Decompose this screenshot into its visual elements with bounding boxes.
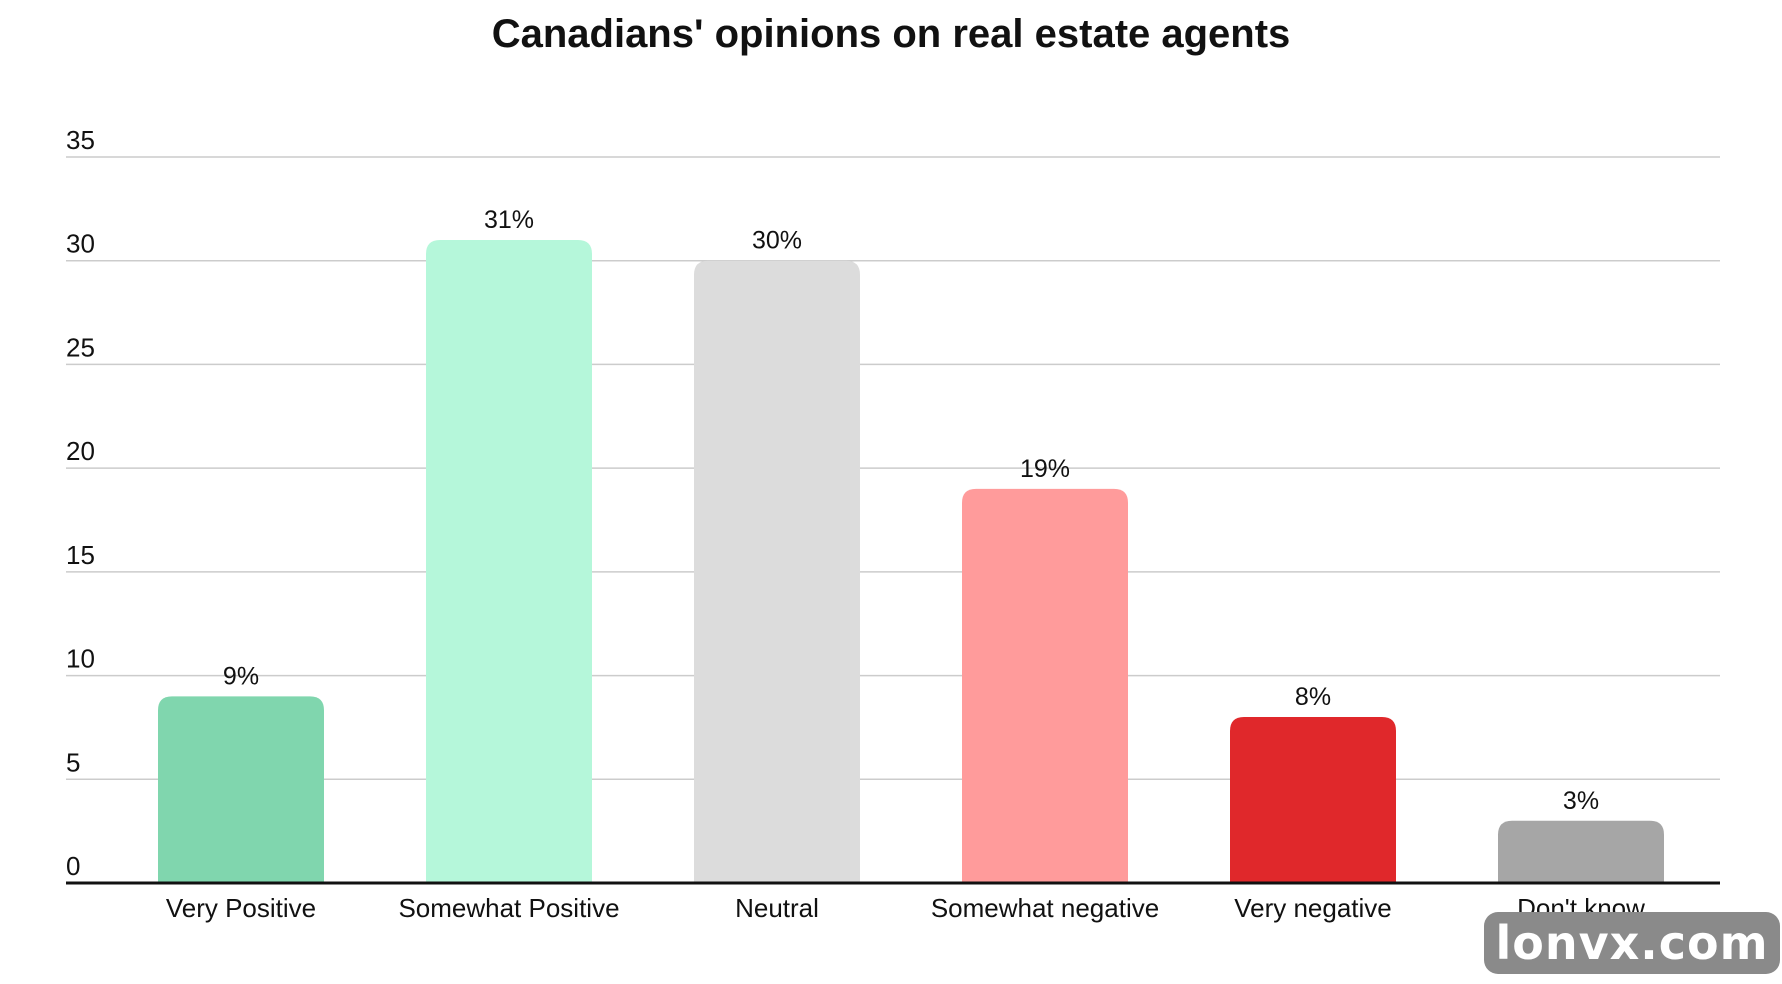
bars [158,239,1664,883]
category-label: Somewhat Positive [398,893,619,923]
bar-1 [426,239,592,883]
y-tick-label: 0 [66,851,80,881]
y-axis-ticks: 0 5 10 15 20 25 30 35 [66,125,95,881]
y-tick-label: 15 [66,540,95,570]
category-label: Somewhat negative [931,893,1159,923]
bar-4 [1230,717,1396,883]
data-label: 19% [1020,455,1070,483]
y-tick-label: 25 [66,332,95,362]
bar-2 [694,260,860,883]
bar-0 [158,696,324,883]
watermark-logo: lonvx.com [1484,912,1780,974]
data-label: 31% [484,206,534,234]
data-labels: 9% 31% 30% 19% 8% 3% [223,206,1599,815]
category-label: Very negative [1234,893,1392,923]
y-tick-label: 10 [66,644,95,674]
data-label: 3% [1563,787,1599,815]
y-tick-label: 30 [66,229,95,259]
category-label: Very Positive [166,893,316,923]
data-label: 9% [223,662,259,690]
chart-title: Canadians' opinions on real estate agent… [491,12,1291,56]
y-tick-label: 35 [66,125,95,155]
category-labels: Very Positive Somewhat Positive Neutral Som… [166,893,1645,923]
data-label: 8% [1295,683,1331,711]
bar-3 [962,488,1128,883]
category-label: Neutral [735,893,819,923]
gridlines [66,156,1720,781]
y-tick-label: 20 [66,436,95,466]
y-tick-label: 5 [66,747,80,777]
bar-5 [1498,820,1664,883]
data-label: 30% [752,227,802,255]
